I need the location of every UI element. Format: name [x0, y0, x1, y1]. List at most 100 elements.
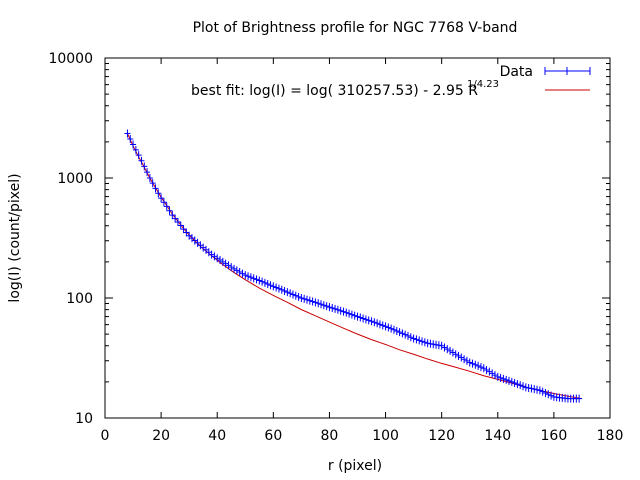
x-tick-label: 0 [101, 428, 110, 444]
data-point [399, 329, 406, 338]
data-point [315, 299, 322, 308]
data-point [177, 221, 184, 230]
axis-ticks [104, 57, 611, 419]
data-series [124, 129, 583, 403]
data-point [149, 179, 156, 188]
data-point [542, 388, 549, 397]
data-point [475, 361, 482, 370]
data-point [362, 315, 369, 324]
data-point [491, 371, 498, 380]
data-point [444, 345, 451, 354]
data-point [329, 303, 336, 312]
data-point [231, 264, 238, 273]
data-point [531, 385, 538, 394]
data-point [309, 297, 316, 306]
data-point [427, 339, 434, 348]
data-point [520, 382, 527, 391]
data-point [250, 274, 257, 283]
data-point [205, 248, 212, 257]
data-point [371, 318, 378, 327]
data-point [573, 394, 580, 403]
data-point [174, 217, 181, 226]
data-point [421, 338, 428, 347]
data-point [219, 257, 226, 266]
legend-label-fit: best fit: log(I) = log( 310257.53) - 2.9… [191, 83, 478, 99]
data-point [306, 296, 313, 305]
data-point [447, 346, 454, 355]
legend: Data best fit: log(I) = log( 310257.53) … [191, 64, 591, 99]
data-point [390, 325, 397, 334]
data-point [225, 261, 232, 270]
data-point [536, 386, 543, 395]
fit-series [126, 133, 583, 400]
data-point [506, 376, 512, 385]
data-point [298, 294, 305, 302]
data-point [396, 328, 403, 337]
data-point [463, 356, 470, 365]
data-point [281, 286, 288, 295]
data-point [393, 326, 400, 335]
chart-title: Plot of Brightness profile for NGC 7768 … [193, 20, 518, 36]
data-point [438, 341, 445, 350]
data-point [264, 280, 271, 289]
data-point [528, 384, 535, 393]
y-axis-label: log(I) (count/pixel) [7, 173, 23, 302]
data-point [334, 305, 341, 314]
data-point [135, 151, 142, 160]
data-point [130, 140, 137, 149]
y-tick-labels: 10 100 1000 10000 [48, 51, 93, 427]
data-point [228, 263, 235, 272]
data-point [455, 351, 462, 360]
data-point [500, 374, 507, 383]
data-point [233, 266, 240, 275]
data-point [534, 385, 541, 394]
data-point [132, 145, 139, 154]
data-point [295, 292, 302, 301]
data-point [466, 358, 473, 367]
legend-label-fit-main: best fit: log(I) = log( 310257.53) - 2.9… [191, 83, 478, 99]
data-point [517, 381, 524, 390]
data-point [545, 390, 552, 399]
data-point [486, 367, 493, 376]
data-point [273, 283, 280, 292]
data-point [343, 308, 350, 317]
data-point [270, 282, 277, 291]
data-point [489, 369, 496, 378]
data-point [278, 285, 285, 294]
data-point [511, 378, 518, 387]
data-point [211, 252, 218, 261]
legend-label-fit-exponent: 1/4.23 [467, 79, 499, 90]
data-point [525, 383, 532, 392]
data-point [365, 316, 372, 325]
x-tick-label: 80 [321, 428, 339, 444]
data-point [503, 375, 510, 384]
x-tick-label: 160 [541, 428, 568, 444]
data-point [275, 284, 282, 293]
legend-label-data: Data [500, 64, 533, 80]
data-point [340, 307, 347, 316]
data-point [430, 340, 437, 349]
data-point [236, 267, 243, 276]
data-point [245, 272, 252, 281]
data-point [284, 288, 291, 297]
data-point [166, 206, 173, 215]
data-point [318, 300, 325, 309]
data-point [320, 301, 327, 310]
data-point [155, 189, 162, 198]
data-point [508, 377, 515, 386]
x-tick-label: 60 [264, 428, 282, 444]
data-point [346, 309, 353, 318]
data-point [379, 321, 386, 330]
data-point [261, 278, 268, 287]
data-point [141, 162, 148, 171]
data-point [435, 341, 442, 350]
data-point [259, 277, 266, 286]
data-point [301, 294, 308, 303]
data-point [163, 202, 170, 211]
data-point [374, 319, 381, 328]
data-point [256, 276, 263, 285]
x-axis-label: r (pixel) [328, 458, 382, 474]
data-point [360, 314, 367, 323]
data-point [424, 339, 431, 348]
